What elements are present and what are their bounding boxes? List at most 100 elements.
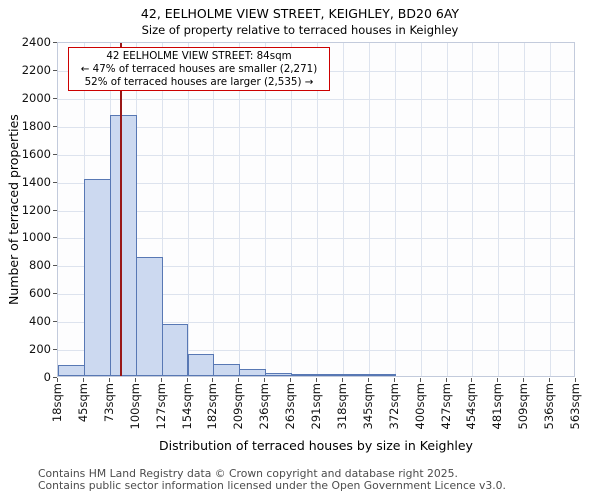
y-tick-label: 600 — [29, 286, 51, 301]
plot-area — [57, 42, 575, 377]
x-tick-label: 263sqm — [283, 383, 298, 430]
annotation-line-3: 52% of terraced houses are larger (2,535… — [84, 75, 314, 88]
histogram-bar — [368, 374, 396, 376]
x-tick-label: 100sqm — [127, 383, 142, 430]
footer-line-2: Contains public sector information licen… — [38, 479, 506, 492]
y-tick-label: 1400 — [21, 174, 51, 189]
gridline-vertical — [342, 43, 344, 376]
x-tick-label: 182sqm — [205, 383, 220, 430]
x-tick-mark — [419, 378, 421, 382]
x-tick-label: 73sqm — [101, 383, 116, 423]
x-tick-mark — [445, 378, 447, 382]
x-tick-mark — [57, 378, 58, 382]
chart-subtitle: Size of property relative to terraced ho… — [141, 23, 459, 37]
histogram-bar — [58, 364, 85, 376]
y-tick-mark — [53, 265, 57, 267]
y-tick-label: 1200 — [21, 202, 51, 217]
gridline-vertical — [265, 43, 267, 376]
annotation-line-2: ← 47% of terraced houses are smaller (2,… — [80, 62, 318, 75]
x-tick-label: 536sqm — [542, 383, 557, 430]
x-tick-label: 509sqm — [516, 383, 531, 430]
y-tick-label: 1800 — [21, 118, 51, 133]
gridline-vertical — [239, 43, 241, 376]
x-tick-mark — [264, 378, 266, 382]
gridline-horizontal — [58, 210, 574, 212]
x-tick-label: 454sqm — [464, 383, 479, 430]
x-tick-mark — [471, 378, 473, 382]
histogram-bar — [213, 364, 241, 376]
x-tick-label: 18sqm — [50, 383, 64, 423]
x-tick-label: 236sqm — [257, 383, 272, 430]
x-tick-mark — [575, 378, 576, 382]
histogram-bar — [239, 369, 267, 376]
gridline-vertical — [446, 43, 448, 376]
gridline-vertical — [472, 43, 474, 376]
x-tick-mark — [160, 378, 162, 382]
gridline-vertical — [420, 43, 422, 376]
histogram-bar — [109, 114, 137, 376]
y-tick-mark — [53, 321, 57, 323]
gridline-vertical — [161, 43, 163, 376]
y-tick-mark — [53, 153, 57, 155]
gridline-vertical — [394, 43, 396, 376]
x-tick-label: 154sqm — [179, 383, 194, 430]
gridline-horizontal — [58, 294, 574, 296]
histogram-bar — [135, 257, 163, 376]
y-tick-mark — [53, 349, 57, 351]
x-tick-mark — [367, 378, 369, 382]
chart-title: 42, EELHOLME VIEW STREET, KEIGHLEY, BD20… — [140, 6, 460, 21]
gridline-vertical — [550, 43, 552, 376]
gridline-vertical — [524, 43, 526, 376]
histogram-bar — [317, 374, 344, 376]
histogram-bar — [187, 353, 215, 376]
gridline-horizontal — [58, 238, 574, 240]
y-tick-mark — [53, 377, 57, 378]
gridline-vertical — [368, 43, 370, 376]
x-tick-mark — [108, 378, 110, 382]
y-tick-label: 2400 — [21, 35, 51, 49]
x-tick-mark — [212, 378, 214, 382]
x-tick-label: 127sqm — [153, 383, 168, 430]
x-tick-mark — [393, 378, 395, 382]
y-tick-label: 200 — [29, 342, 51, 357]
x-tick-mark — [497, 378, 499, 382]
y-tick-label: 2000 — [21, 90, 51, 105]
gridline-vertical — [317, 43, 318, 376]
y-tick-label: 1600 — [21, 146, 51, 161]
x-tick-label: 45sqm — [75, 383, 90, 423]
y-tick-label: 400 — [29, 314, 51, 329]
x-tick-label: 291sqm — [309, 383, 323, 430]
x-tick-label: 481sqm — [490, 383, 505, 430]
gridline-horizontal — [58, 182, 574, 184]
y-tick-mark — [53, 97, 57, 99]
y-tick-mark — [53, 181, 57, 183]
y-tick-label: 800 — [29, 258, 51, 273]
gridline-horizontal — [58, 126, 574, 128]
gridline-horizontal — [58, 266, 574, 268]
x-tick-mark — [82, 378, 84, 382]
x-tick-label: 345sqm — [360, 383, 375, 430]
x-axis-label: Distribution of terraced houses by size … — [159, 438, 473, 453]
histogram-bar — [83, 179, 111, 376]
gridline-horizontal — [58, 322, 574, 324]
y-tick-mark — [53, 69, 57, 71]
x-tick-mark — [523, 378, 525, 382]
x-tick-mark — [134, 378, 136, 382]
x-tick-label: 318sqm — [334, 383, 349, 430]
y-tick-label: 0 — [43, 370, 51, 384]
y-tick-mark — [53, 209, 57, 211]
gridline-horizontal — [58, 98, 574, 100]
gridline-vertical — [187, 43, 189, 376]
x-tick-label: 400sqm — [412, 383, 427, 430]
annotation-box: 42 EELHOLME VIEW STREET: 84sqm ← 47% of … — [68, 47, 330, 92]
y-tick-label: 1000 — [21, 230, 51, 245]
footer-line-1: Contains HM Land Registry data © Crown c… — [38, 467, 458, 480]
x-tick-mark — [316, 378, 317, 382]
annotation-line-1: 42 EELHOLME VIEW STREET: 84sqm — [106, 50, 292, 62]
histogram-bar — [265, 372, 293, 376]
gridline-horizontal — [58, 154, 574, 156]
y-tick-mark — [53, 125, 57, 127]
histogram-bar — [342, 374, 370, 376]
property-size-marker-line — [120, 43, 122, 376]
